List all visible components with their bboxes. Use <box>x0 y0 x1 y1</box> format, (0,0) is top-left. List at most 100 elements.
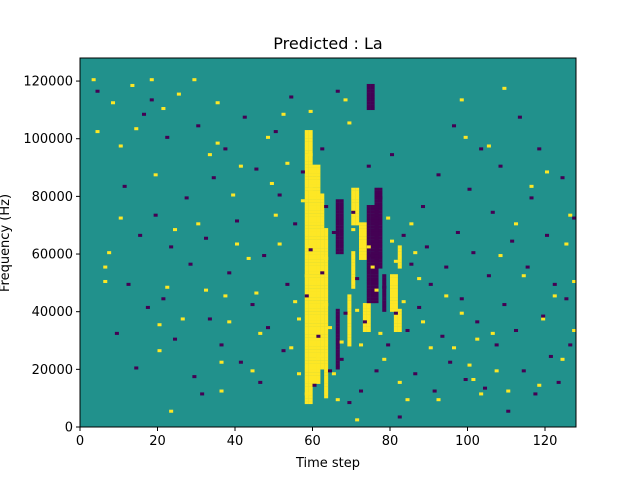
heatmap-cell-high <box>347 121 352 125</box>
heatmap-cell-high <box>320 346 325 350</box>
heatmap-cell-high <box>304 392 309 396</box>
heatmap-cell-high <box>308 311 313 315</box>
heatmap-cell-high <box>103 279 108 284</box>
heatmap-cell-low <box>366 228 371 232</box>
heatmap-cell-high <box>312 239 317 243</box>
heatmap-cell-high <box>320 291 325 295</box>
heatmap-cell-low <box>335 326 340 330</box>
heatmap-cell-high <box>331 372 336 376</box>
heatmap-cell-low <box>374 268 379 272</box>
heatmap-cell-low <box>362 320 367 324</box>
heatmap-cell-high <box>316 305 321 309</box>
heatmap-cell-high <box>393 285 398 289</box>
heatmap-cell-high <box>320 282 325 286</box>
heatmap-cell-high <box>366 317 371 321</box>
heatmap-cell-high <box>560 357 565 361</box>
heatmap-cell-high <box>308 274 313 278</box>
heatmap-cell-low <box>366 274 371 278</box>
heatmap-area <box>80 58 577 427</box>
heatmap-cell-high <box>393 323 398 327</box>
heatmap-cell-high <box>355 308 360 312</box>
heatmap-cell-high <box>572 279 577 284</box>
heatmap-cell-high <box>316 369 321 373</box>
heatmap-cell-high <box>304 354 309 358</box>
heatmap-cell-low <box>444 265 449 269</box>
heatmap-cell-low <box>382 274 387 278</box>
heatmap-cell-high <box>304 254 309 258</box>
heatmap-cell-high <box>316 179 321 183</box>
heatmap-cell-high <box>324 328 329 333</box>
heatmap-cell-high <box>312 190 317 194</box>
heatmap-cell-low <box>370 107 375 111</box>
heatmap-cell-high <box>304 389 309 393</box>
heatmap-cell-high <box>320 210 325 214</box>
heatmap-cell-high <box>362 303 367 307</box>
heatmap-cell-high <box>390 297 395 301</box>
heatmap-cell-high <box>324 268 329 272</box>
heatmap-cell-high <box>281 112 286 116</box>
heatmap-cell-high <box>359 222 364 226</box>
heatmap-cell-low <box>335 210 340 214</box>
heatmap-cell-high <box>351 187 356 191</box>
heatmap-cell-high <box>304 233 309 237</box>
heatmap-cell-high <box>320 363 325 367</box>
heatmap-cell-low <box>378 196 383 200</box>
heatmap-cell-high <box>312 297 317 301</box>
heatmap-cell-high <box>397 265 402 269</box>
heatmap-cell-high <box>463 135 468 139</box>
heatmap-cell-low <box>467 187 472 191</box>
heatmap-cell-low <box>370 259 375 263</box>
heatmap-cell-high <box>312 184 317 188</box>
heatmap-cell-high <box>304 179 309 183</box>
heatmap-cell-low <box>308 248 313 252</box>
heatmap-cell-low <box>572 216 577 220</box>
heatmap-cell-high <box>312 375 317 379</box>
heatmap-cell-high <box>405 398 410 402</box>
heatmap-cell-high <box>316 349 321 353</box>
heatmap-cell-high <box>308 271 313 275</box>
heatmap-cell-high <box>304 282 309 286</box>
heatmap-cell-low <box>134 366 139 370</box>
heatmap-cell-high <box>324 297 329 301</box>
heatmap-cell-high <box>320 343 325 347</box>
heatmap-cell-high <box>397 317 402 321</box>
heatmap-cell-high <box>362 230 367 234</box>
heatmap-cell-low <box>366 277 371 281</box>
heatmap-cell-high <box>390 285 395 289</box>
heatmap-cell-low <box>517 115 522 119</box>
heatmap-cell-high <box>149 78 154 82</box>
heatmap-cell-high <box>304 141 309 145</box>
heatmap-cell-low <box>452 124 457 128</box>
heatmap-cell-high <box>347 320 352 324</box>
heatmap-cell-high <box>304 317 309 321</box>
heatmap-cell-high <box>316 323 321 327</box>
heatmap-cell-high <box>312 225 317 229</box>
heatmap-cell-low <box>378 233 383 237</box>
heatmap-cell-low <box>277 193 282 197</box>
heatmap-cell-high <box>308 141 313 145</box>
heatmap-cell-high <box>308 225 313 229</box>
heatmap-cell-high <box>308 377 313 382</box>
heatmap-cell-high <box>320 259 325 263</box>
heatmap-cell-high <box>304 132 309 136</box>
heatmap-cell-high <box>316 245 321 249</box>
heatmap-cell-high <box>351 262 356 266</box>
heatmap-cell-high <box>316 337 321 341</box>
heatmap-cell-high <box>312 199 317 203</box>
heatmap-cell-high <box>351 254 356 258</box>
heatmap-cell-high <box>312 288 317 292</box>
heatmap-cell-high <box>366 314 371 318</box>
heatmap-cell-high <box>324 245 329 249</box>
heatmap-cell-low <box>370 216 375 220</box>
heatmap-cell-high <box>436 398 441 402</box>
heatmap-cell-high <box>359 256 364 260</box>
heatmap-cell-high <box>494 369 499 373</box>
heatmap-cell-high <box>390 303 395 307</box>
heatmap-cell-high <box>393 277 398 281</box>
heatmap-cell-high <box>231 193 236 197</box>
heatmap-cell-low <box>382 285 387 289</box>
heatmap-cell-low <box>370 222 375 226</box>
heatmap-cell-high <box>324 360 329 364</box>
heatmap-cell-high <box>320 230 325 234</box>
heatmap-cell-low <box>374 369 379 373</box>
